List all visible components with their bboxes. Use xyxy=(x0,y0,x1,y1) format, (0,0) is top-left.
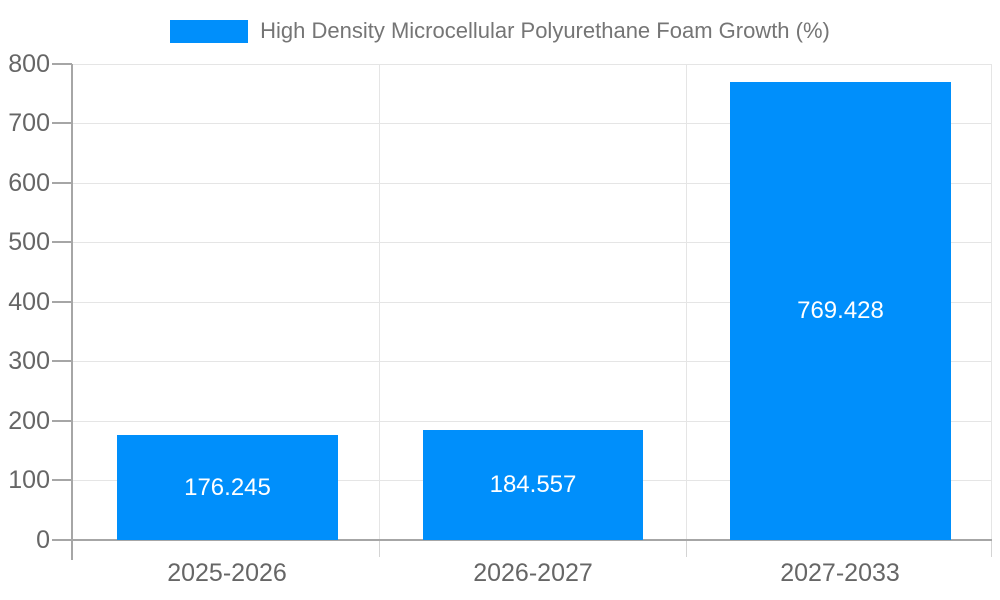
gridline-y-700 xyxy=(72,123,992,124)
y-tick-600 xyxy=(52,182,72,184)
y-axis-label-300: 300 xyxy=(8,347,50,375)
y-tick-0 xyxy=(52,539,72,541)
bar-2026-2027[interactable]: 184.557 xyxy=(423,430,643,540)
y-axis-label-500: 500 xyxy=(8,228,50,256)
gridline-y-600 xyxy=(72,183,992,184)
legend-label[interactable]: High Density Microcellular Polyurethane … xyxy=(260,18,830,43)
x-axis-label-2025-2026: 2025-2026 xyxy=(167,559,287,587)
bar-value-label: 176.245 xyxy=(184,473,271,501)
bar-2027-2033[interactable]: 769.428 xyxy=(730,82,951,540)
y-tick-300 xyxy=(52,360,72,362)
gridline-y-500 xyxy=(72,242,992,243)
bar-2025-2026[interactable]: 176.245 xyxy=(117,435,338,540)
legend-swatch[interactable] xyxy=(170,19,249,43)
y-axis-label-700: 700 xyxy=(8,109,50,137)
y-tick-200 xyxy=(52,420,72,422)
gridline-y-800 xyxy=(72,64,992,65)
gridline-y-400 xyxy=(72,302,992,303)
y-tick-100 xyxy=(52,479,72,481)
y-axis-label-200: 200 xyxy=(8,407,50,435)
x-axis-line xyxy=(52,539,992,541)
y-tick-700 xyxy=(52,122,72,124)
y-axis-label-0: 0 xyxy=(36,526,50,554)
gridline-x-3 xyxy=(991,64,992,540)
y-tick-500 xyxy=(52,241,72,243)
x-axis-label-2027-2033: 2027-2033 xyxy=(780,559,900,587)
y-axis-line xyxy=(71,64,73,560)
y-tick-800 xyxy=(52,63,72,65)
bar-value-label: 769.428 xyxy=(797,297,884,324)
x-axis-label-2026-2027: 2026-2027 xyxy=(473,559,593,587)
y-axis-label-400: 400 xyxy=(8,288,50,316)
x-tick-3 xyxy=(991,541,992,557)
gridline-x-1 xyxy=(379,64,380,540)
x-tick-2 xyxy=(686,541,687,557)
gridline-y-200 xyxy=(72,421,992,422)
bar-value-label: 184.557 xyxy=(489,471,577,498)
gridline-y-300 xyxy=(72,361,992,362)
y-tick-400 xyxy=(52,301,72,303)
gridline-x-2 xyxy=(686,64,687,540)
y-axis-label-100: 100 xyxy=(8,466,50,494)
x-tick-1 xyxy=(379,541,380,557)
y-axis-label-600: 600 xyxy=(8,169,50,197)
y-axis-label-800: 800 xyxy=(8,50,50,78)
legend: High Density Microcellular Polyurethane … xyxy=(0,18,1000,44)
